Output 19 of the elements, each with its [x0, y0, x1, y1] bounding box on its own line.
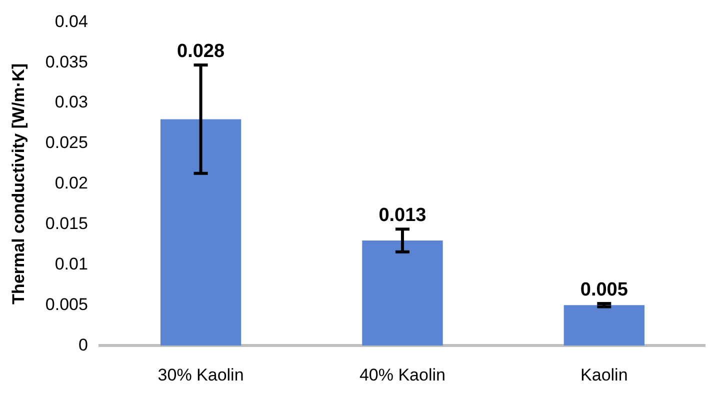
bar [160, 119, 242, 346]
y-axis-title: Thermal conductivity [W/m·K] [8, 63, 28, 304]
data-label: 0.028 [177, 40, 225, 62]
data-label: 0.005 [580, 279, 628, 300]
x-tick-label: Kaolin [580, 365, 628, 384]
y-tick-label: 0.02 [54, 174, 88, 193]
bar [362, 240, 443, 346]
y-tick-label: 0.005 [45, 294, 88, 314]
y-tick-label: 0.025 [45, 133, 88, 152]
data-label: 0.013 [378, 204, 426, 226]
bar [564, 305, 644, 346]
y-tick-label: 0.035 [45, 52, 88, 72]
y-tick-label: 0.04 [54, 12, 88, 31]
y-tick-label: 0.015 [45, 214, 88, 234]
x-tick-label: 30% Kaolin [158, 365, 244, 384]
y-tick-label: 0 [78, 335, 88, 354]
y-tick-label: 0.01 [54, 254, 88, 274]
x-tick-label: 40% Kaolin [359, 365, 446, 384]
y-tick-label: 0.03 [54, 92, 88, 112]
